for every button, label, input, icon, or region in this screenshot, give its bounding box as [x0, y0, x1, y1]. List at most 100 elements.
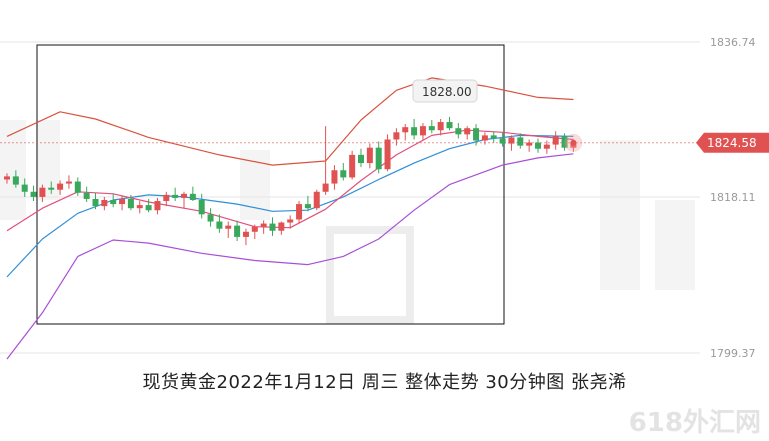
- candle: [181, 191, 187, 209]
- candle-body: [48, 187, 55, 190]
- candle: [216, 214, 223, 233]
- candle: [304, 195, 311, 212]
- candle-body: [464, 128, 471, 135]
- candle-body: [234, 225, 241, 237]
- candle: [4, 173, 10, 184]
- candle-body: [349, 154, 356, 178]
- current-price-dot: [570, 139, 577, 146]
- candle: [393, 128, 400, 146]
- high-annotation-label: 1828.00: [422, 85, 472, 99]
- candle-body: [455, 128, 462, 135]
- candle-body: [552, 136, 559, 145]
- candle-body: [278, 222, 285, 231]
- candle-body: [260, 223, 267, 227]
- candle-body: [331, 170, 338, 184]
- candle-body: [473, 128, 480, 141]
- candle: [349, 150, 356, 180]
- candle-body: [481, 135, 488, 141]
- candle-body: [358, 154, 364, 164]
- candle-body: [269, 223, 276, 231]
- candle: [358, 148, 364, 168]
- candle-body: [251, 226, 258, 232]
- candle-body: [172, 194, 179, 198]
- high-annotation: 1828.00: [412, 79, 478, 103]
- candle: [508, 135, 515, 151]
- candle-body: [508, 137, 515, 144]
- candle: [251, 224, 258, 239]
- candle-body: [411, 127, 418, 136]
- candle: [526, 139, 533, 152]
- watermark-logo: 618外汇网: [628, 408, 761, 438]
- candle-body: [490, 135, 497, 139]
- upper-band-line: [6, 77, 574, 166]
- candle-body: [225, 225, 232, 229]
- candle-body: [21, 184, 28, 192]
- candle: [127, 194, 134, 211]
- candle: [481, 132, 488, 145]
- candle: [437, 118, 444, 136]
- candle: [136, 201, 143, 214]
- candle-body: [198, 199, 205, 215]
- candle-body: [92, 198, 99, 207]
- candle: [384, 134, 391, 172]
- candle-body: [216, 221, 223, 229]
- ma-slow-line: [6, 134, 574, 278]
- candle: [57, 180, 64, 195]
- candle: [119, 195, 126, 211]
- price-label-mid: 1818.11: [710, 191, 756, 204]
- candle-body: [402, 127, 409, 133]
- candle-body: [419, 126, 426, 136]
- candle-body: [375, 147, 382, 170]
- candle-body: [30, 191, 37, 197]
- candle: [446, 116, 453, 131]
- highlight-box: [36, 44, 505, 325]
- candle: [296, 201, 303, 224]
- candle: [331, 165, 338, 190]
- candle-body: [393, 132, 400, 140]
- candle-body: [384, 139, 391, 170]
- candle-body: [287, 219, 294, 223]
- candle: [278, 221, 285, 235]
- candle: [21, 178, 28, 197]
- candle-body: [12, 176, 19, 185]
- candle: [419, 123, 426, 141]
- ma-fast-line: [6, 129, 574, 232]
- candle: [455, 123, 462, 139]
- candle-body: [526, 142, 533, 146]
- candle-body: [4, 176, 10, 180]
- candle-body: [366, 147, 373, 164]
- background-decoration: [0, 120, 695, 324]
- candles: [4, 116, 577, 246]
- candle: [269, 217, 276, 236]
- candle: [12, 170, 19, 188]
- candle: [242, 228, 249, 246]
- candle: [561, 133, 568, 151]
- candle: [499, 132, 506, 147]
- current-price-value: 1824.58: [707, 136, 757, 150]
- candle: [535, 138, 541, 153]
- candle: [154, 197, 161, 215]
- candle: [402, 124, 409, 141]
- candle: [375, 141, 382, 174]
- candle: [366, 143, 373, 169]
- candle: [260, 220, 267, 234]
- price-label-bottom: 1799.37: [710, 347, 756, 360]
- candle-body: [543, 144, 550, 149]
- candle: [225, 221, 232, 238]
- candle: [163, 191, 170, 207]
- candle-body: [136, 205, 143, 209]
- lower-band-line: [6, 153, 574, 360]
- chart-caption: 现货黄金2022年1月12日 周三 整体走势 30分钟图 张尧浠: [142, 372, 627, 393]
- candle-body: [499, 138, 506, 144]
- candle-body: [517, 137, 524, 146]
- candle-body: [535, 142, 541, 149]
- candle-body: [304, 204, 311, 209]
- candle: [340, 163, 347, 181]
- candle-body: [65, 181, 72, 184]
- candle: [172, 187, 179, 202]
- candle-body: [163, 194, 170, 202]
- candle: [101, 196, 108, 211]
- candle: [464, 126, 471, 140]
- candle: [287, 215, 294, 229]
